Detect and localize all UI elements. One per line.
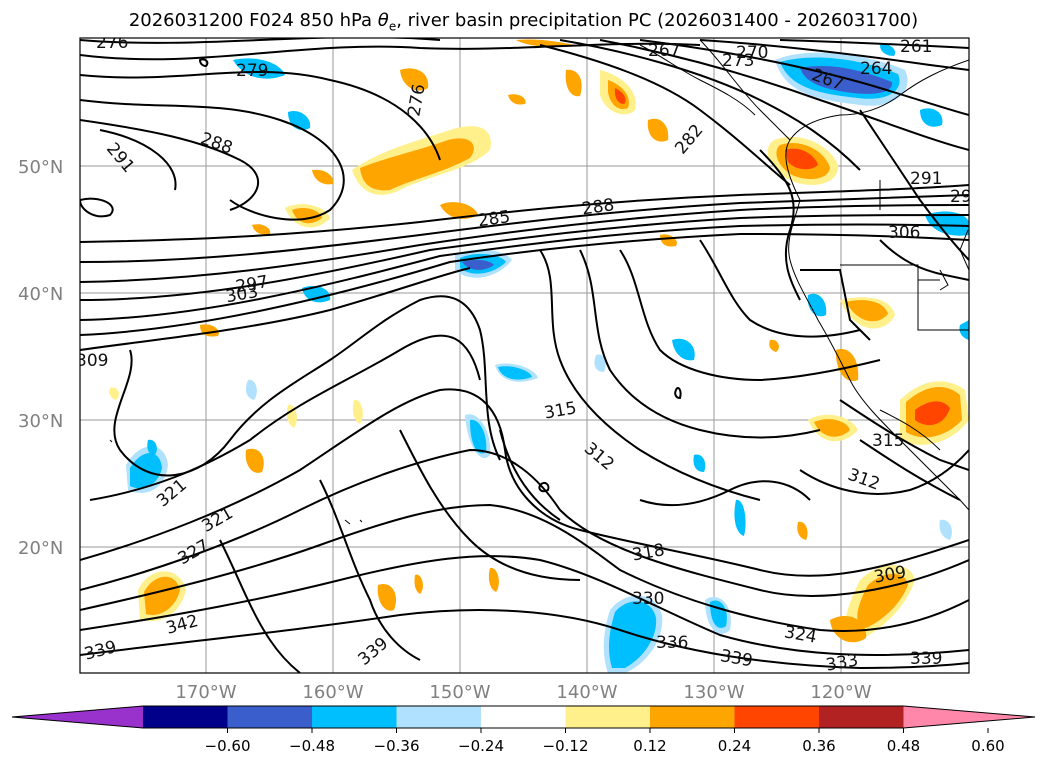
contour-label: 288 [581, 195, 616, 219]
precip-shading [109, 39, 969, 673]
longitude-labels: 170°W 160°W 150°W 140°W 130°W 120°W [175, 682, 871, 703]
contour-label: 336 [656, 633, 688, 653]
colorbar-segment [565, 706, 651, 728]
colorbar-tick-label: 0.24 [718, 737, 751, 755]
colorbar: −0.60 −0.48 −0.36 −0.24 −0.12 0.12 0.24 0.36 0.4… [11, 705, 1036, 755]
lat-label: 20°N [18, 538, 63, 559]
lon-label: 150°W [429, 682, 490, 703]
colorbar-tick-label: −0.48 [289, 737, 335, 755]
contour-label: 279 [236, 61, 268, 81]
colorbar-segment [396, 706, 482, 728]
lon-label: 170°W [175, 682, 236, 703]
colorbar-extend-min [12, 706, 143, 728]
lat-label: 50°N [18, 157, 63, 178]
lon-label: 140°W [556, 682, 617, 703]
contour-label: 330 [632, 589, 664, 609]
contour-label: 294 [950, 187, 982, 207]
contour-label: 315 [872, 431, 904, 451]
colorbar-tick-label: 0.36 [802, 737, 835, 755]
contour-label: 339 [910, 649, 942, 669]
colorbar-tick-label: 0.48 [887, 737, 920, 755]
lon-label: 120°W [810, 682, 871, 703]
colorbar-tick-label: 0.60 [971, 737, 1004, 755]
colorbar-tick-label: −0.60 [205, 737, 251, 755]
colorbar-outline [11, 705, 1036, 729]
lat-label: 30°N [18, 411, 63, 432]
colorbar-tick-label: −0.36 [374, 737, 420, 755]
contour-label: 291 [910, 169, 942, 189]
colorbar-segment [227, 706, 313, 728]
colorbar-segment [312, 706, 397, 728]
theta-e-contours [80, 38, 969, 673]
contour-label: 276 [96, 33, 128, 53]
contour-label: 333 [824, 650, 859, 675]
colorbar-segment [734, 706, 820, 728]
lat-label: 40°N [18, 284, 63, 305]
colorbar-segment [819, 706, 904, 728]
map-frame [79, 37, 970, 674]
lon-label: 160°W [302, 682, 363, 703]
coastlines [109, 39, 969, 525]
contour-label: 306 [888, 223, 920, 243]
lon-label: 130°W [683, 682, 744, 703]
colorbar-segment [650, 706, 735, 728]
colorbar-tick-label: −0.12 [543, 737, 589, 755]
contour-label: 273 [722, 51, 754, 71]
contour-label: 267 [648, 41, 680, 61]
colorbar-tick-label: 0.12 [633, 737, 666, 755]
contour-label: 261 [900, 37, 932, 57]
contour-label: 309 [76, 351, 108, 371]
contour-label: 264 [860, 59, 892, 79]
colorbar-segment [143, 706, 228, 728]
colorbar-extend-max [903, 706, 1035, 728]
map-background [80, 38, 969, 673]
colorbar-tick-label: −0.24 [458, 737, 504, 755]
plot-title: 2026031200 F024 850 hPa θe, river basin … [128, 10, 919, 34]
colorbar-segment [481, 706, 566, 728]
contour-label: 270 [736, 43, 768, 63]
contour-label: 285 [477, 207, 512, 231]
latitude-labels: 20°N 30°N 40°N 50°N [18, 157, 63, 559]
